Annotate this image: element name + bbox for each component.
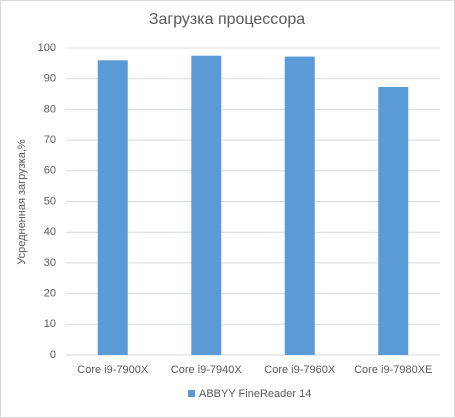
x-tick-label: Core i9-7900X bbox=[77, 364, 149, 376]
bar bbox=[191, 55, 222, 356]
bar bbox=[97, 60, 128, 355]
y-tick-label: 70 bbox=[44, 134, 56, 146]
y-tick-label: 60 bbox=[44, 165, 56, 177]
y-tick-label: 40 bbox=[44, 226, 56, 238]
y-tick-label: 20 bbox=[44, 288, 56, 300]
y-tick-label: 100 bbox=[38, 42, 56, 54]
y-tick-label: 90 bbox=[44, 73, 56, 85]
x-tick-label: Core i9-7980XE bbox=[354, 364, 432, 376]
chart-title: Загрузка процессора bbox=[149, 11, 305, 28]
y-tick-label: 0 bbox=[50, 349, 56, 361]
bar bbox=[378, 86, 409, 355]
y-tick-label: 30 bbox=[44, 257, 56, 269]
x-tick-label: Core i9-7960X bbox=[264, 364, 336, 376]
legend-label: ABBYY FineReader 14 bbox=[199, 388, 311, 400]
x-tick-label: Core i9-7940X bbox=[171, 364, 243, 376]
y-axis-label: Усредненная загрузка,% bbox=[16, 139, 28, 265]
y-tick-label: 50 bbox=[44, 195, 56, 207]
bar bbox=[284, 56, 315, 355]
legend-swatch bbox=[188, 390, 195, 397]
y-tick-label: 10 bbox=[44, 318, 56, 330]
y-tick-label: 80 bbox=[44, 103, 56, 115]
